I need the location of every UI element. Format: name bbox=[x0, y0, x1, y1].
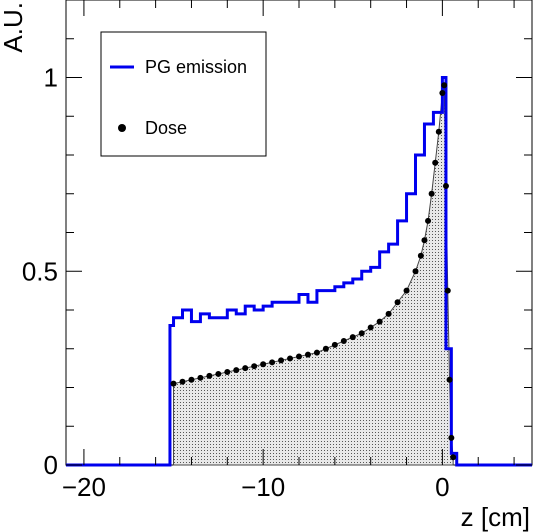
dose-point bbox=[367, 324, 374, 331]
dose-point bbox=[385, 310, 392, 317]
dose-point bbox=[432, 159, 439, 166]
legend-dose-label: Dose bbox=[145, 118, 187, 138]
x-axis-title: z [cm] bbox=[461, 502, 530, 532]
x-tick-label: −20 bbox=[62, 472, 106, 502]
dose-point bbox=[260, 361, 267, 368]
dose-point bbox=[242, 365, 249, 372]
y-tick-label: 1 bbox=[44, 63, 58, 93]
dose-point bbox=[179, 378, 186, 385]
dose-point bbox=[376, 318, 383, 325]
dose-point bbox=[170, 380, 177, 387]
legend-pg-label: PG emission bbox=[145, 57, 247, 77]
dose-point bbox=[417, 252, 424, 259]
dose-point bbox=[442, 183, 449, 189]
dose-point bbox=[331, 341, 338, 348]
dose-point bbox=[188, 376, 195, 383]
dose-point bbox=[428, 190, 435, 197]
dose-point bbox=[439, 90, 446, 96]
dose-point bbox=[444, 287, 451, 294]
dose-point bbox=[304, 351, 311, 358]
dose-point bbox=[435, 128, 442, 135]
x-tick-label: 0 bbox=[435, 472, 449, 502]
dose-point bbox=[313, 349, 320, 356]
dose-point bbox=[215, 370, 222, 377]
legend-dose-marker bbox=[118, 124, 126, 132]
dose-point bbox=[450, 454, 457, 461]
dose-point bbox=[296, 353, 302, 360]
dose-point bbox=[421, 237, 428, 244]
dose-point bbox=[412, 268, 419, 275]
dose-point bbox=[446, 376, 453, 383]
y-tick-label: 0 bbox=[44, 450, 58, 480]
dose-point bbox=[403, 287, 410, 294]
dose-point bbox=[224, 369, 231, 375]
y-axis-title: A.U. bbox=[0, 2, 28, 53]
dose-point bbox=[278, 357, 285, 364]
legend-box bbox=[100, 31, 267, 157]
dose-point bbox=[322, 345, 329, 352]
dose-point bbox=[448, 434, 455, 441]
pg-emission-line bbox=[66, 76, 532, 467]
dose-point bbox=[349, 334, 356, 341]
dose-point bbox=[287, 355, 294, 362]
dose-point bbox=[425, 217, 432, 224]
x-tick-label: −10 bbox=[241, 472, 285, 502]
legend: PG emission Dose bbox=[100, 31, 267, 157]
dose-point bbox=[358, 330, 365, 337]
dose-point bbox=[197, 374, 204, 381]
dose-point bbox=[206, 372, 213, 379]
dose-point bbox=[340, 338, 347, 344]
dose-point bbox=[251, 363, 258, 370]
dose-point bbox=[394, 299, 401, 306]
dose-point bbox=[269, 359, 276, 366]
dose-point bbox=[441, 82, 448, 89]
dose-point bbox=[233, 367, 240, 374]
y-tick-label: 0.5 bbox=[22, 256, 58, 286]
